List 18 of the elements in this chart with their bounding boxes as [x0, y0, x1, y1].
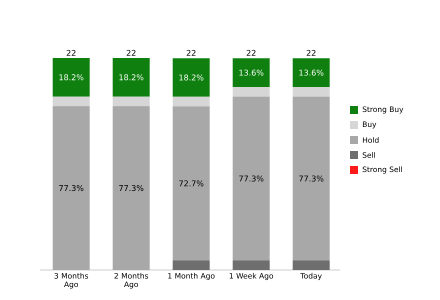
bar — [292, 87, 330, 97]
bar — [52, 58, 90, 97]
bar — [112, 58, 150, 97]
bar — [232, 87, 270, 97]
bar — [172, 106, 210, 260]
bar — [112, 96, 150, 106]
bar — [292, 260, 330, 270]
bar — [52, 106, 90, 270]
bar — [292, 96, 330, 260]
bar — [112, 106, 150, 270]
bar — [292, 58, 330, 88]
bar — [172, 96, 210, 106]
bar — [172, 58, 210, 97]
bar — [232, 96, 270, 260]
bar — [232, 58, 270, 88]
bar — [172, 260, 210, 270]
bar — [232, 260, 270, 270]
bar — [52, 96, 90, 106]
